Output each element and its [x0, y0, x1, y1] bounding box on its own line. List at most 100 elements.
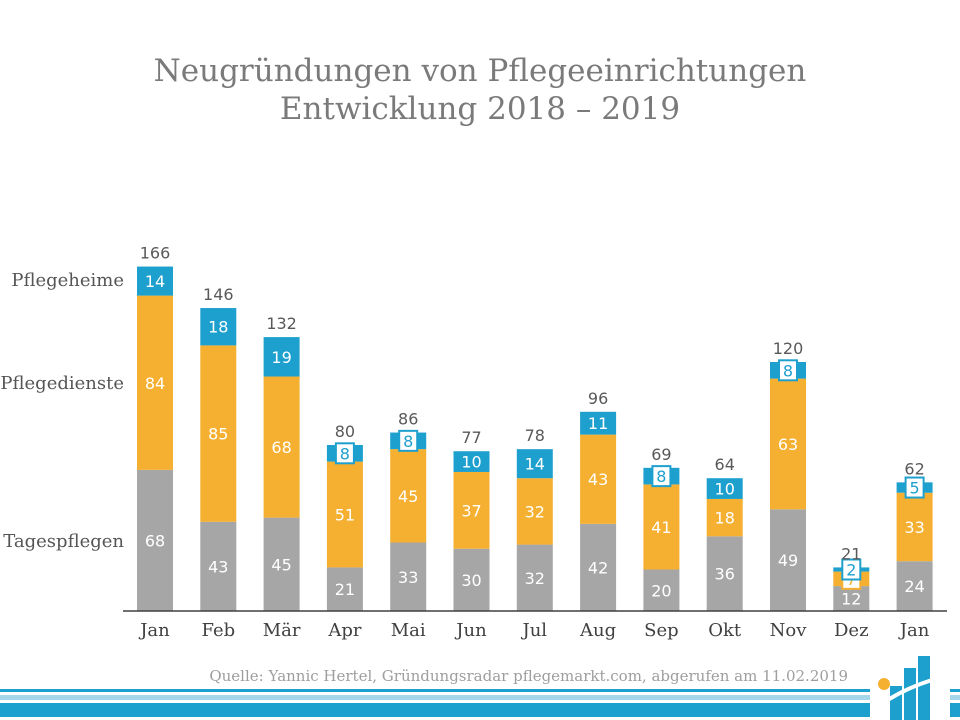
- value-label-tagespflegen: 12: [841, 590, 861, 609]
- bar-segment-pflegeheime: [453, 451, 490, 472]
- bar-segment-pflegedienste: [770, 378, 806, 510]
- bar-segment-pflegeheime: [137, 266, 173, 296]
- value-label-pflegeheime: 5: [910, 479, 920, 498]
- value-label-pflegeheime: 8: [403, 432, 413, 451]
- total-label: 21: [841, 544, 861, 563]
- total-label: 80: [335, 422, 355, 441]
- x-tick-label: Apr: [327, 620, 362, 641]
- value-label-pflegedienste: 68: [271, 438, 291, 457]
- bar-segment-pflegedienste: [453, 471, 490, 549]
- bar-segment-tagespflegen: [580, 523, 617, 611]
- total-label: 62: [904, 459, 924, 478]
- value-label-pflegedienste: 41: [651, 518, 671, 537]
- x-tick-label: Mai: [391, 620, 426, 641]
- value-label-pflegeheime: 8: [340, 444, 350, 463]
- x-tick-label: Aug: [579, 620, 616, 641]
- value-label-tagespflegen: 33: [398, 568, 418, 587]
- value-label-tagespflegen: 45: [271, 555, 291, 574]
- value-label-pflegedienste: 43: [588, 470, 608, 489]
- footer-stripe-top: [0, 689, 960, 692]
- bar-segment-tagespflegen: [137, 469, 173, 611]
- footer-stripe-middle: [0, 695, 960, 700]
- series-label-tagespflegen: Tagespflegen: [3, 531, 124, 552]
- bar-segment-tagespflegen: [706, 536, 743, 611]
- value-label-box: [904, 476, 925, 499]
- bar-segment-pflegedienste: [263, 376, 300, 518]
- bar-segment-tagespflegen: [516, 544, 553, 611]
- total-label: 120: [773, 339, 804, 358]
- value-label-pflegedienste: 63: [778, 435, 798, 454]
- value-label-tagespflegen: 20: [651, 581, 671, 600]
- value-label-tagespflegen: 36: [715, 565, 735, 584]
- x-tick-label: Sep: [644, 620, 679, 641]
- value-label-pflegeheime: 14: [145, 272, 165, 291]
- stacked-bar-chart: 688414166Jan438518146Feb456819132Mär2151…: [123, 244, 947, 641]
- value-label-pflegeheime: 10: [715, 480, 735, 499]
- value-label-box: [334, 442, 355, 465]
- total-label: 78: [525, 426, 545, 445]
- bar-segment-pflegedienste: [390, 449, 427, 543]
- bar-segment-tagespflegen: [326, 567, 363, 611]
- value-label-tagespflegen: 24: [904, 577, 924, 596]
- value-label-pflegedienste: 84: [145, 374, 165, 393]
- total-label: 96: [588, 389, 608, 408]
- value-label-pflegeheime: 11: [588, 414, 608, 433]
- value-label-pflegeheime: 19: [271, 348, 291, 367]
- bar-segment-pflegedienste: [516, 478, 553, 545]
- value-label-box: [398, 429, 419, 452]
- bar-segment-pflegeheime: [580, 411, 617, 435]
- chart-subtitle: Entwicklung 2018 – 2019: [279, 91, 681, 127]
- value-label-tagespflegen: 43: [208, 557, 228, 576]
- value-label-pflegedienste: 85: [208, 425, 228, 444]
- value-label-box: [778, 359, 798, 382]
- series-label-pflegeheime: Pflegeheime: [11, 270, 124, 291]
- value-label-pflegeheime: 14: [525, 455, 545, 474]
- x-tick-label: Mär: [263, 620, 301, 641]
- value-label-pflegedienste: 45: [398, 487, 418, 506]
- source-note: Quelle: Yannic Hertel, Gründungsradar pf…: [209, 667, 848, 685]
- bar-segment-tagespflegen: [770, 509, 806, 611]
- bar-segment-tagespflegen: [896, 561, 933, 611]
- value-label-tagespflegen: 21: [335, 580, 355, 599]
- value-label-tagespflegen: 68: [145, 531, 165, 550]
- value-label-pflegedienste: 33: [904, 518, 924, 537]
- value-label-pflegeheime: 2: [846, 561, 856, 580]
- value-label-tagespflegen: 32: [525, 569, 545, 588]
- footer-stripe-bottom: [0, 703, 960, 717]
- value-label-pflegedienste: 51: [335, 506, 355, 525]
- x-tick-label: Jan: [898, 620, 930, 641]
- value-label-tagespflegen: 42: [588, 558, 608, 577]
- bar-segment-tagespflegen: [643, 569, 680, 611]
- series-label-pflegedienste: Pflegedienste: [0, 373, 124, 394]
- bar-segment-tagespflegen: [200, 521, 237, 611]
- total-label: 64: [715, 455, 735, 474]
- total-label: 69: [651, 445, 671, 464]
- value-label-pflegeheime: 18: [208, 318, 228, 337]
- bar-segment-pflegeheime: [516, 449, 553, 479]
- value-label-box: [841, 558, 862, 581]
- x-tick-label: Jan: [138, 620, 170, 641]
- bar-segment-pflegedienste: [896, 492, 933, 562]
- value-label-pflegedienste: 18: [715, 509, 735, 528]
- bar-segment-pflegeheime: [200, 308, 237, 346]
- pflegemarkt-logo-icon: [870, 640, 950, 720]
- value-label-box: [651, 465, 672, 488]
- bar-segment-pflegeheime: [706, 478, 743, 499]
- total-label: 166: [140, 244, 171, 263]
- bar-segment-tagespflegen: [263, 517, 300, 611]
- bar-segment-tagespflegen: [453, 548, 490, 611]
- x-tick-label: Feb: [201, 620, 235, 641]
- bar-segment-pflegedienste: [137, 295, 173, 470]
- x-tick-label: Dez: [834, 620, 869, 641]
- bar-segment-pflegedienste: [326, 461, 363, 568]
- total-label: 77: [461, 428, 481, 447]
- bar-segment-pflegedienste: [200, 345, 237, 522]
- value-label-pflegedienste: 37: [461, 501, 481, 520]
- x-tick-label: Jun: [454, 620, 487, 641]
- chart-title: Neugründungen von Pflegeeinrichtungen: [153, 53, 807, 89]
- total-label: 146: [203, 285, 234, 304]
- value-label-pflegeheime: 10: [461, 453, 481, 472]
- x-tick-label: Nov: [770, 620, 808, 641]
- bar-segment-pflegeheime: [263, 337, 300, 377]
- value-label-tagespflegen: 30: [461, 571, 481, 590]
